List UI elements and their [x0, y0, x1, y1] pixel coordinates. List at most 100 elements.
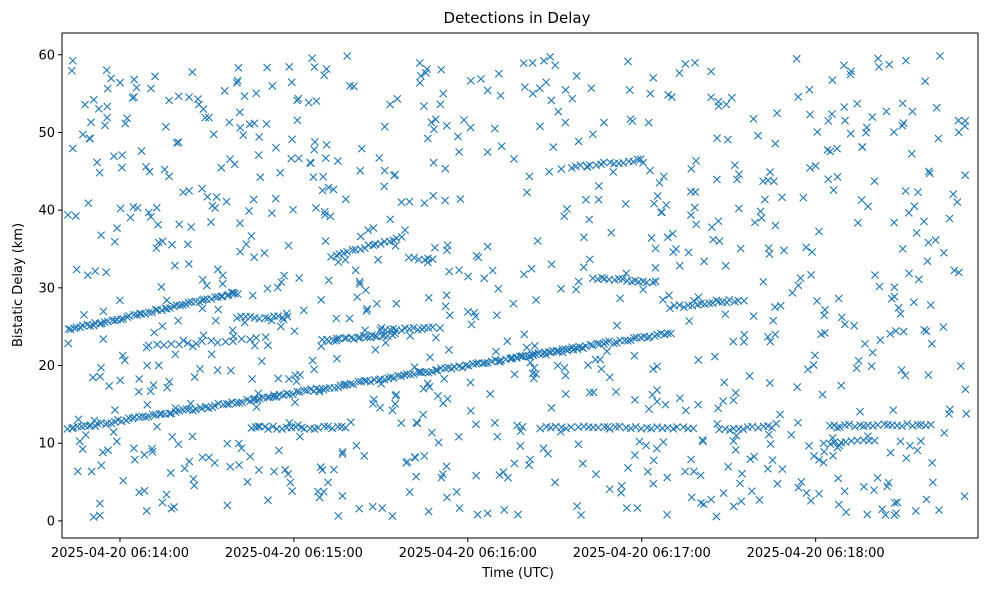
- y-tick-label: 0: [47, 514, 55, 529]
- detection-point: [78, 130, 87, 139]
- detection-point: [116, 204, 125, 213]
- detection-point: [922, 495, 931, 504]
- detection-point: [437, 65, 446, 74]
- detection-point: [355, 277, 364, 286]
- detection-point: [870, 436, 879, 445]
- detection-point: [657, 208, 666, 217]
- detection-point: [75, 437, 84, 446]
- detection-point: [626, 115, 635, 124]
- detection-point: [63, 210, 72, 219]
- detection-point: [376, 403, 385, 412]
- detection-point: [430, 243, 439, 252]
- detection-point: [651, 277, 660, 286]
- detection-point: [898, 99, 907, 108]
- detection-point: [483, 509, 492, 518]
- detection-point: [198, 304, 207, 313]
- detection-point: [199, 105, 208, 114]
- detection-point: [894, 303, 903, 312]
- detection-point: [696, 498, 705, 507]
- detection-point: [91, 318, 100, 327]
- detection-point: [650, 199, 659, 208]
- detection-point: [643, 467, 652, 476]
- detection-point: [467, 320, 476, 329]
- detection-point: [472, 359, 481, 368]
- detection-point: [186, 399, 195, 408]
- detection-point: [246, 452, 255, 461]
- detection-point: [890, 511, 899, 520]
- detection-point: [280, 271, 289, 280]
- detection-point: [315, 385, 324, 394]
- detection-point: [792, 54, 801, 63]
- detection-point: [393, 94, 402, 103]
- detection-point: [464, 361, 473, 370]
- detection-point: [72, 323, 81, 332]
- detection-point: [376, 239, 385, 248]
- detection-point: [386, 373, 395, 382]
- detection-point: [926, 420, 935, 429]
- detection-point: [369, 241, 378, 250]
- detection-point: [558, 345, 567, 354]
- detection-point: [874, 54, 883, 63]
- detection-point: [171, 350, 180, 359]
- detection-point: [137, 309, 146, 318]
- detection-point: [707, 495, 716, 504]
- detection-point: [841, 116, 849, 125]
- detection-point: [858, 142, 867, 151]
- detection-point: [310, 63, 319, 72]
- detection-point: [642, 441, 651, 450]
- detection-point: [234, 63, 243, 72]
- detection-point: [297, 423, 306, 432]
- detection-point: [200, 295, 209, 304]
- detection-point: [896, 309, 905, 318]
- detection-point: [520, 270, 529, 279]
- detection-point: [907, 149, 916, 158]
- detection-point: [808, 248, 817, 256]
- detection-point: [423, 134, 432, 143]
- detection-point: [190, 373, 199, 382]
- detection-point: [700, 257, 709, 266]
- detection-point: [692, 220, 701, 229]
- detection-point: [422, 65, 431, 74]
- detection-point: [263, 393, 272, 402]
- detection-point: [847, 67, 856, 76]
- detection-point: [210, 458, 219, 467]
- detection-point: [454, 432, 463, 441]
- detection-point: [689, 467, 698, 476]
- detection-point: [429, 191, 438, 200]
- detection-point: [492, 347, 501, 356]
- detection-point: [623, 336, 632, 345]
- detection-point: [179, 336, 188, 345]
- detection-point: [714, 102, 723, 111]
- detection-point: [429, 158, 438, 167]
- detection-point: [294, 94, 303, 103]
- detection-point: [198, 275, 207, 284]
- detection-point: [288, 487, 297, 496]
- detection-point: [105, 382, 114, 390]
- detection-point: [445, 311, 454, 320]
- detection-point: [526, 358, 535, 367]
- detection-point: [174, 92, 183, 101]
- detection-point: [406, 370, 415, 379]
- detection-point: [240, 318, 249, 327]
- detection-point: [497, 142, 506, 151]
- detection-point: [585, 255, 594, 264]
- detection-point: [319, 172, 328, 181]
- detection-point: [778, 465, 787, 474]
- x-tick-label: 2025-04-20 06:15:00: [225, 546, 363, 561]
- detection-point: [630, 451, 639, 460]
- detection-point: [245, 120, 254, 129]
- detection-point: [185, 93, 194, 102]
- detection-point: [89, 95, 98, 104]
- detection-point: [870, 177, 879, 186]
- detection-point: [594, 195, 603, 204]
- detection-point: [312, 203, 321, 212]
- detection-point: [232, 78, 241, 87]
- detection-point: [846, 129, 855, 138]
- detection-point: [833, 144, 842, 153]
- detection-point: [599, 158, 608, 167]
- detection-point: [924, 238, 933, 247]
- detection-point: [250, 341, 259, 350]
- detection-point: [486, 390, 495, 399]
- detection-point: [188, 432, 197, 441]
